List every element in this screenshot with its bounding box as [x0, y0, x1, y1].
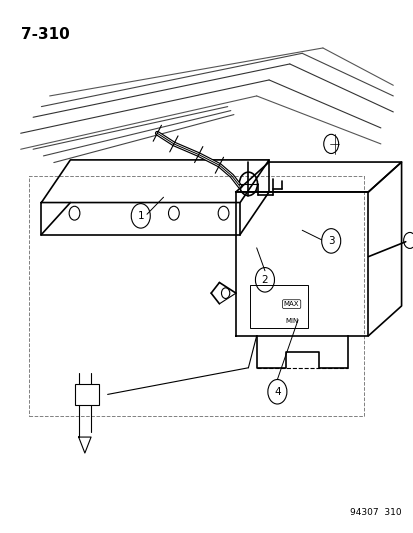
Text: 2: 2 [261, 275, 268, 285]
Text: 94307  310: 94307 310 [349, 508, 401, 517]
Text: MAX: MAX [283, 301, 299, 307]
Text: 7-310: 7-310 [21, 27, 69, 42]
Text: 3: 3 [327, 236, 334, 246]
Text: MIN: MIN [284, 318, 297, 325]
Text: 1: 1 [137, 211, 144, 221]
Text: 4: 4 [273, 387, 280, 397]
